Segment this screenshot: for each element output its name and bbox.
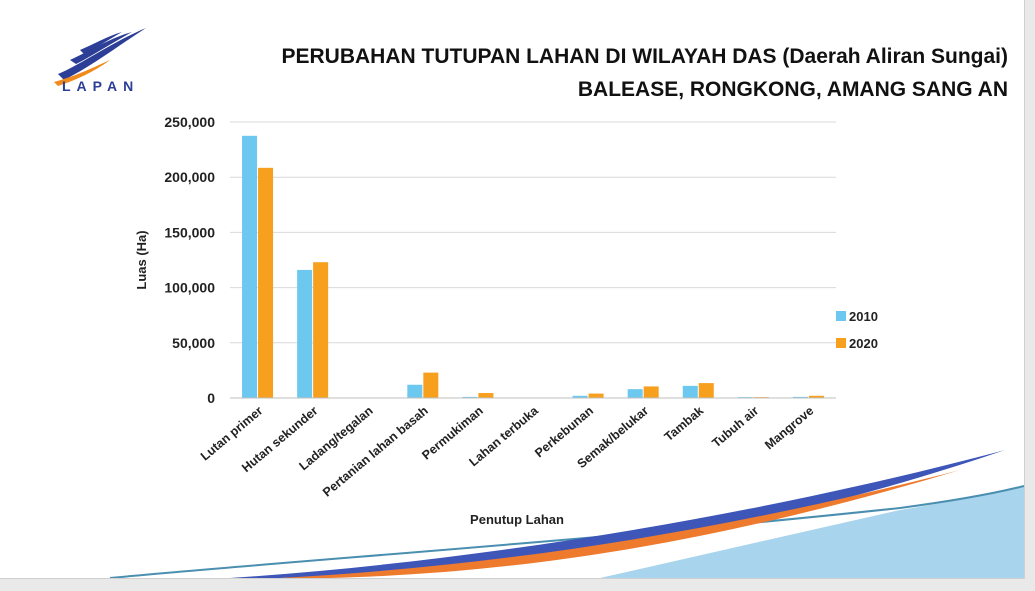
bar-2020 <box>258 167 274 398</box>
bar-2020 <box>643 386 659 398</box>
decorative-wave <box>109 450 1024 578</box>
legend-swatch-2020 <box>836 338 846 348</box>
bar-2010 <box>792 396 808 398</box>
bar-2010 <box>407 384 423 398</box>
bar-2020 <box>698 383 714 398</box>
gridlines <box>230 121 836 344</box>
x-tick-label: Pertanian lahan basah <box>320 404 431 500</box>
legend-label-2020: 2020 <box>849 336 878 351</box>
legend-label-2010: 2010 <box>849 309 878 324</box>
legend: 2010 2020 <box>836 309 878 351</box>
land-cover-chart: 0 50,000 100,000 150,000 200,000 250,000 Luta… <box>109 114 1024 578</box>
y-tick-label: 150,000 <box>164 224 215 240</box>
y-tick-label: 0 <box>207 390 215 406</box>
x-tick-label: Tubuh air <box>709 403 761 450</box>
title-line-1: PERUBAHAN TUTUPAN LAHAN DI WILAYAH DAS (… <box>281 45 1009 68</box>
logo-text: LAPAN <box>62 78 140 94</box>
page-title: PERUBAHAN TUTUPAN LAHAN DI WILAYAH DAS (… <box>282 40 1009 106</box>
bar-2020 <box>588 393 604 398</box>
x-tick-label: Tambak <box>662 404 707 445</box>
lapan-logo-icon <box>54 28 146 86</box>
slide: LAPAN PERUBAHAN TUTUPAN LAHAN DI WILAYAH… <box>0 0 1025 579</box>
y-tick-label: 200,000 <box>164 169 215 185</box>
bar-2010 <box>297 269 313 398</box>
x-tick-label: Mangrove <box>762 404 816 453</box>
bar-2010 <box>242 135 258 399</box>
y-tick-labels: 0 50,000 100,000 150,000 200,000 250,000 <box>164 114 215 406</box>
title-line-2: BALEASE, RONGKONG, AMANG SANG AN <box>577 78 1008 101</box>
bar-2010 <box>462 396 478 398</box>
bar-2010 <box>572 395 588 398</box>
y-axis-label: Luas (Ha) <box>134 230 149 289</box>
bar-2010 <box>682 385 698 398</box>
bar-2020 <box>423 372 439 398</box>
y-tick-label: 100,000 <box>164 280 215 296</box>
y-tick-label: 250,000 <box>164 114 215 130</box>
legend-swatch-2010 <box>836 311 846 321</box>
bar-2020 <box>478 393 494 398</box>
x-axis-label: Penutup Lahan <box>470 512 564 527</box>
y-tick-label: 50,000 <box>172 335 215 351</box>
bar-2010 <box>627 389 643 398</box>
bar-2020 <box>313 262 329 398</box>
bar-2020 <box>808 395 824 398</box>
bars <box>242 135 824 399</box>
